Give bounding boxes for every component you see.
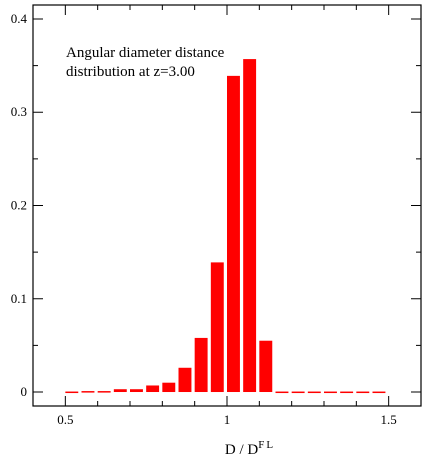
bar bbox=[356, 391, 370, 394]
x-axis-label-base: D / D bbox=[225, 442, 259, 458]
bar bbox=[130, 389, 143, 393]
ticks-group: 0.5 1 1.5 0 0.1 0.2 0.3 0.4 bbox=[11, 5, 422, 427]
y-tick-label: 0.2 bbox=[11, 198, 27, 213]
x-tick-label: 1 bbox=[224, 412, 231, 427]
bars-group bbox=[65, 59, 386, 394]
x-axis-label-superscript: FL bbox=[258, 439, 275, 451]
y-tick-label: 0 bbox=[21, 384, 28, 399]
bar bbox=[291, 391, 305, 394]
annotation-line-1: Angular diameter distance bbox=[66, 45, 225, 61]
y-tick-label: 0.4 bbox=[11, 11, 28, 26]
y-tick-label: 0.3 bbox=[11, 104, 27, 119]
annotation-line-2: distribution at z=3.00 bbox=[66, 64, 195, 80]
bar bbox=[97, 391, 111, 393]
bar bbox=[194, 337, 208, 393]
x-tick-label: 0.5 bbox=[57, 412, 73, 427]
bar bbox=[275, 391, 289, 394]
y-tick-label: 0.1 bbox=[11, 291, 27, 306]
x-axis-label: D / DFL bbox=[225, 439, 275, 458]
bar bbox=[178, 367, 192, 393]
bar bbox=[340, 391, 354, 394]
bar bbox=[146, 385, 160, 393]
x-tick-label: 1.5 bbox=[381, 412, 397, 427]
bar bbox=[210, 262, 224, 393]
bar bbox=[113, 389, 127, 393]
bar bbox=[162, 382, 176, 393]
bar bbox=[324, 391, 337, 394]
bar bbox=[243, 59, 257, 393]
bar bbox=[65, 391, 79, 394]
bar bbox=[372, 391, 386, 394]
bar bbox=[259, 340, 273, 393]
bar bbox=[81, 391, 95, 393]
bar bbox=[307, 391, 321, 394]
bar bbox=[227, 75, 240, 393]
